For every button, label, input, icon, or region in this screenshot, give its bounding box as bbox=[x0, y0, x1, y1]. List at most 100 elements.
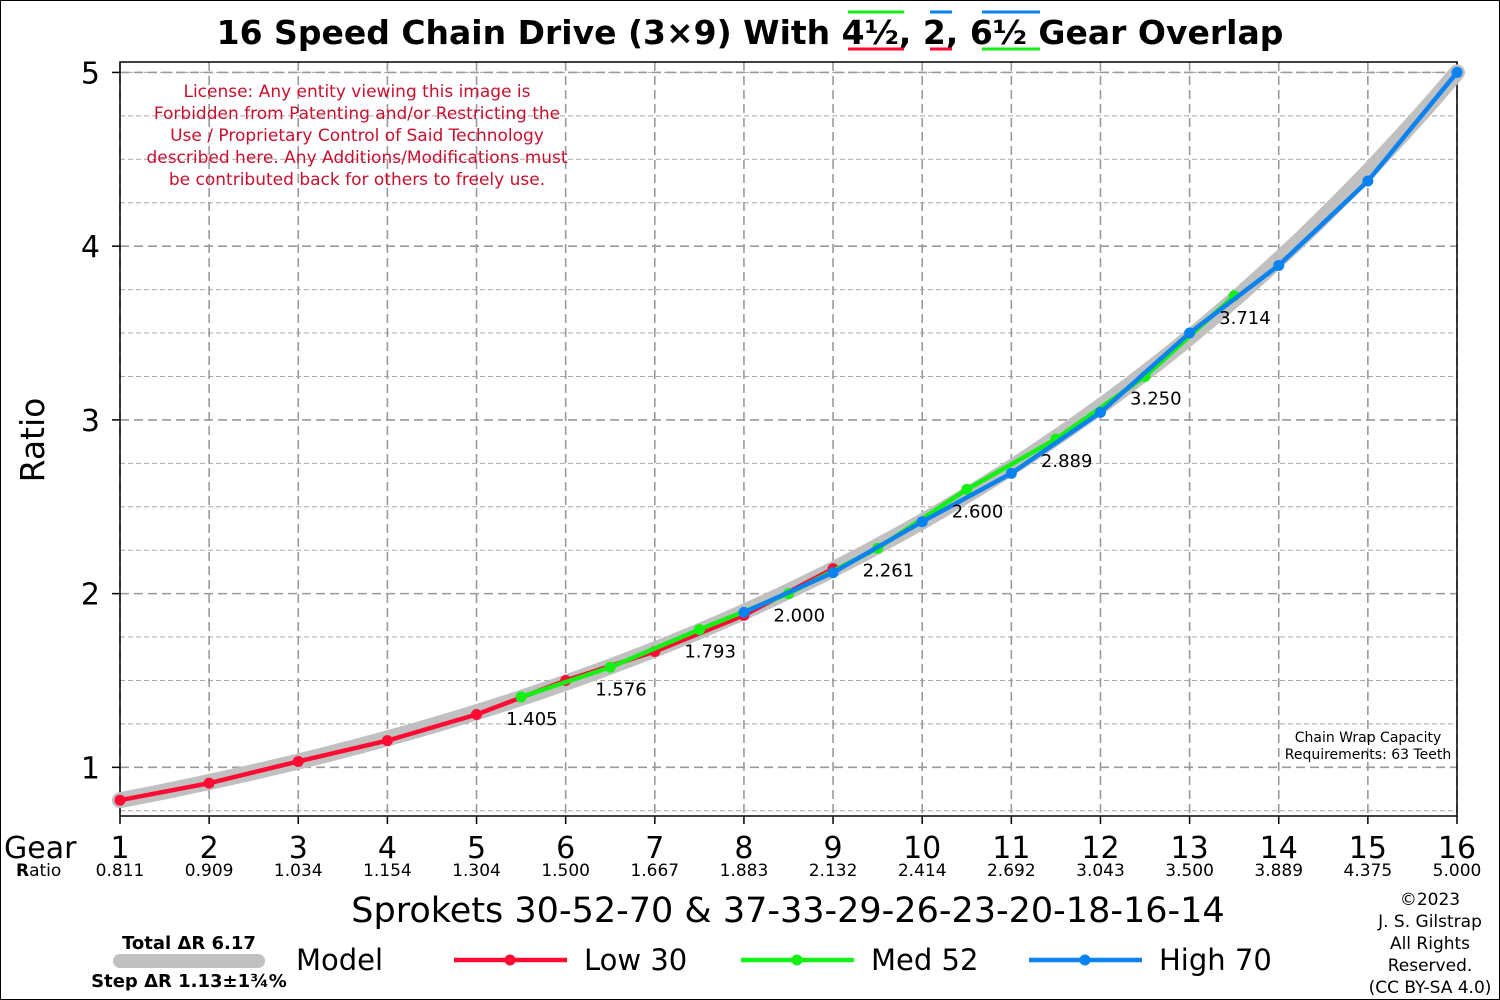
legend-swatch-point bbox=[1079, 954, 1091, 966]
gear-ratio-label: 5.000 bbox=[1433, 861, 1482, 881]
copyright-line: J. S. Gilstrap bbox=[1377, 912, 1482, 932]
x-tick-label: 2 bbox=[200, 831, 219, 866]
x-tick-label: 16 bbox=[1438, 831, 1476, 866]
license-line: be contributed back for others to freely… bbox=[169, 170, 545, 190]
legend-entry: Low 30 bbox=[454, 943, 687, 977]
data-point bbox=[1273, 259, 1285, 271]
legend: Model Low 30 Med 52 High 70 bbox=[296, 943, 1272, 977]
copyright-line: All Rights bbox=[1390, 934, 1470, 954]
y-tick-label: 1 bbox=[81, 751, 100, 786]
point-annotation: 2.889 bbox=[1041, 451, 1093, 472]
copyright-line: ©2023 bbox=[1400, 890, 1460, 910]
chart-title: 16 Speed Chain Drive (3×9) With 4½, 2, 6… bbox=[217, 13, 1284, 52]
y-tick-label: 4 bbox=[81, 230, 100, 265]
data-point bbox=[381, 735, 393, 747]
gear-ratio-label: 3.043 bbox=[1076, 861, 1125, 881]
legend-label: High 70 bbox=[1159, 943, 1272, 977]
plot-frame bbox=[119, 61, 1458, 817]
data-point bbox=[515, 691, 527, 703]
x-tick-label: 3 bbox=[289, 831, 308, 866]
gear-ratio-label: 1.667 bbox=[630, 861, 679, 881]
x-axis-label: Sprokets 30-52-70 & 37-33-29-26-23-20-18… bbox=[351, 891, 1224, 931]
grid-major bbox=[119, 62, 1458, 816]
x-tick-label: 7 bbox=[645, 831, 664, 866]
data-point bbox=[827, 567, 839, 579]
gear-ratio-label: 3.889 bbox=[1254, 861, 1303, 881]
x-tick-label: 6 bbox=[556, 831, 575, 866]
legend-label-model: Model bbox=[296, 943, 383, 977]
data-point bbox=[203, 777, 215, 789]
x-tick-label: 9 bbox=[824, 831, 843, 866]
data-point bbox=[1451, 66, 1463, 78]
data-point bbox=[1184, 327, 1196, 339]
point-annotation: 3.714 bbox=[1219, 308, 1271, 329]
license-line: described here. Any Additions/Modificati… bbox=[146, 148, 567, 168]
gear-ratio-label: 2.414 bbox=[898, 861, 947, 881]
x-tick-label: 14 bbox=[1260, 831, 1298, 866]
data-point bbox=[471, 709, 483, 721]
gear-ratio-label: 2.692 bbox=[987, 861, 1036, 881]
total-delta-ratio: Total ΔR 6.17 bbox=[122, 933, 256, 954]
data-point bbox=[1094, 406, 1106, 418]
copyright: ©2023 J. S. Gilstrap All Rights Reserved… bbox=[1369, 890, 1492, 998]
chain-wrap-note: Requirements: 63 Teeth bbox=[1285, 747, 1452, 763]
data-point bbox=[1005, 467, 1017, 479]
gear-ratio-label: 1.883 bbox=[720, 861, 769, 881]
step-delta-ratio: Step ΔR 1.13±1¾% bbox=[91, 971, 287, 992]
point-annotations: 1.405 1.576 1.793 2.000 2.261 2.600 2.889 3.250… bbox=[506, 308, 1271, 730]
y-axis-label: Ratio bbox=[13, 398, 52, 483]
legend-label: Low 30 bbox=[584, 943, 687, 977]
point-annotation: 1.576 bbox=[595, 679, 647, 700]
license-text: License: Any entity viewing this image i… bbox=[146, 82, 567, 190]
legend-swatch-point bbox=[791, 954, 803, 966]
x-tick-label: 15 bbox=[1349, 831, 1387, 866]
y-tick-label: 5 bbox=[81, 56, 100, 91]
x-tick-label: 1 bbox=[110, 831, 129, 866]
series-lines bbox=[114, 66, 1463, 806]
gear-ratio-label: 0.909 bbox=[185, 861, 234, 881]
data-point bbox=[1362, 175, 1374, 187]
legend-entry: High 70 bbox=[1029, 943, 1272, 977]
data-point bbox=[961, 483, 973, 495]
gear-ratio-label: 0.811 bbox=[96, 861, 145, 881]
point-annotation: 3.250 bbox=[1130, 388, 1182, 409]
legend-label: Med 52 bbox=[871, 943, 978, 977]
title-overlap-marks bbox=[848, 10, 1040, 51]
license-line: Forbidden from Patenting and/or Restrict… bbox=[154, 104, 560, 124]
chain-wrap-note: Chain Wrap Capacity bbox=[1295, 730, 1442, 746]
data-point bbox=[693, 624, 705, 636]
ratio-row-label: Ratio bbox=[16, 861, 61, 881]
x-tick-label: 12 bbox=[1081, 831, 1119, 866]
x-tick-label: 13 bbox=[1171, 831, 1209, 866]
gear-row-label: Gear bbox=[4, 831, 77, 866]
gear-ratio-label: 2.132 bbox=[809, 861, 858, 881]
x-tick-label: 4 bbox=[378, 831, 397, 866]
license-line: License: Any entity viewing this image i… bbox=[183, 82, 530, 102]
overlap-c: 6½ bbox=[970, 13, 1027, 52]
point-annotation: 2.600 bbox=[952, 501, 1004, 522]
data-point bbox=[916, 516, 928, 528]
data-point bbox=[114, 794, 126, 806]
y-tick-label: 3 bbox=[81, 404, 100, 439]
y-tick-label: 2 bbox=[81, 578, 100, 613]
x-tick-label: 8 bbox=[734, 831, 753, 866]
overlap-b: 2 bbox=[923, 13, 946, 52]
gear-ratio-label: 3.500 bbox=[1165, 861, 1214, 881]
data-point bbox=[738, 606, 750, 618]
x-tick-label: 11 bbox=[992, 831, 1030, 866]
data-point bbox=[292, 755, 304, 767]
x-axis-ticks: 10.811 20.909 31.034 41.154 51.304 61.500 71.6… bbox=[96, 816, 1482, 881]
gear-ratio-label: 1.500 bbox=[541, 861, 590, 881]
x-tick-label: 5 bbox=[467, 831, 486, 866]
y-axis-ticks: 1 2 3 4 5 bbox=[81, 56, 120, 786]
data-point bbox=[604, 661, 616, 673]
point-annotation: 1.793 bbox=[684, 642, 736, 663]
point-annotation: 1.405 bbox=[506, 709, 558, 730]
legend-entry: Med 52 bbox=[741, 943, 978, 977]
point-annotation: 2.000 bbox=[774, 606, 826, 627]
x-tick-label: 10 bbox=[903, 831, 941, 866]
point-annotation: 2.261 bbox=[863, 560, 915, 581]
gear-ratio-label: 1.304 bbox=[452, 861, 501, 881]
